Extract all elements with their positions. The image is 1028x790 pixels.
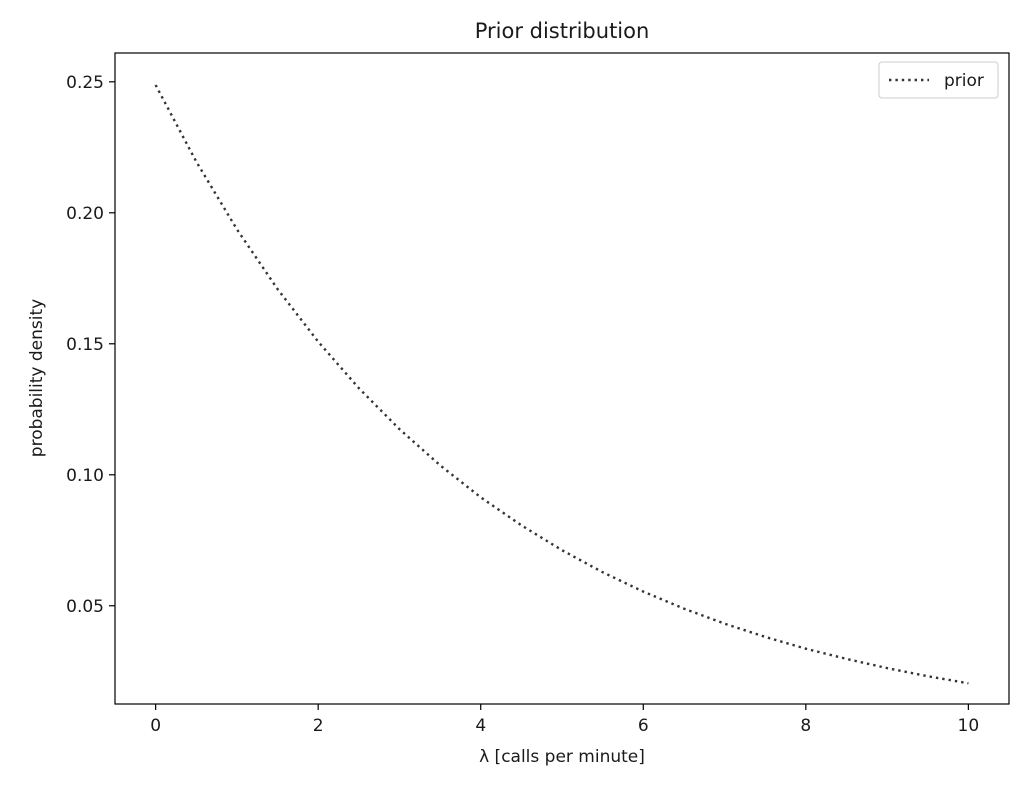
y-tick-label: 0.15 [66,335,104,355]
y-tick-label: 0.25 [66,73,104,93]
y-tick-label: 0.05 [66,597,104,617]
y-tick-label: 0.20 [66,204,104,224]
legend-box [878,61,999,99]
legend: prior [878,61,999,99]
x-tick-label: 0 [150,716,161,736]
x-axis-label: λ [calls per minute] [479,747,645,767]
x-tick-label: 8 [800,716,811,736]
y-axis: 0.05 0.10 0.15 0.20 0.25 [66,73,115,617]
y-tick-label: 0.10 [66,466,104,486]
series-line-prior [154,84,969,685]
plot-area-frame [114,52,1010,705]
y-axis-label: probability density [27,299,47,457]
x-axis: 0 2 4 6 8 10 [150,704,979,736]
series-layer [154,84,969,685]
x-tick-label: 4 [475,716,486,736]
legend-label-prior: prior [944,71,984,91]
chart-title: Prior distribution [475,19,650,43]
x-tick-label: 10 [958,716,980,736]
x-tick-label: 2 [313,716,324,736]
x-tick-label: 6 [638,716,649,736]
